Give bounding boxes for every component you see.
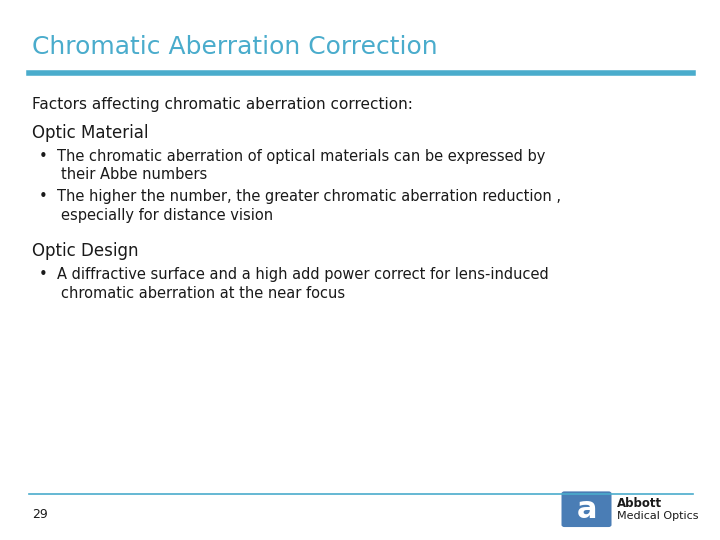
FancyBboxPatch shape xyxy=(562,491,611,527)
Text: •  A diffractive surface and a high add power correct for lens-induced: • A diffractive surface and a high add p… xyxy=(40,267,549,282)
Text: Factors affecting chromatic aberration correction:: Factors affecting chromatic aberration c… xyxy=(32,97,413,112)
Text: Medical Optics: Medical Optics xyxy=(617,511,698,521)
Text: chromatic aberration at the near focus: chromatic aberration at the near focus xyxy=(60,286,345,301)
Text: •  The higher the number, the greater chromatic aberration reduction ,: • The higher the number, the greater chr… xyxy=(40,189,562,204)
Text: a: a xyxy=(576,495,597,524)
Text: Chromatic Aberration Correction: Chromatic Aberration Correction xyxy=(32,35,438,59)
Text: •  The chromatic aberration of optical materials can be expressed by: • The chromatic aberration of optical ma… xyxy=(40,148,546,164)
Text: Optic Material: Optic Material xyxy=(32,124,148,142)
Text: their Abbe numbers: their Abbe numbers xyxy=(60,167,207,183)
Text: especially for distance vision: especially for distance vision xyxy=(60,208,273,223)
Text: Optic Design: Optic Design xyxy=(32,242,139,260)
Text: Abbott: Abbott xyxy=(617,497,662,510)
Text: 29: 29 xyxy=(32,508,48,521)
